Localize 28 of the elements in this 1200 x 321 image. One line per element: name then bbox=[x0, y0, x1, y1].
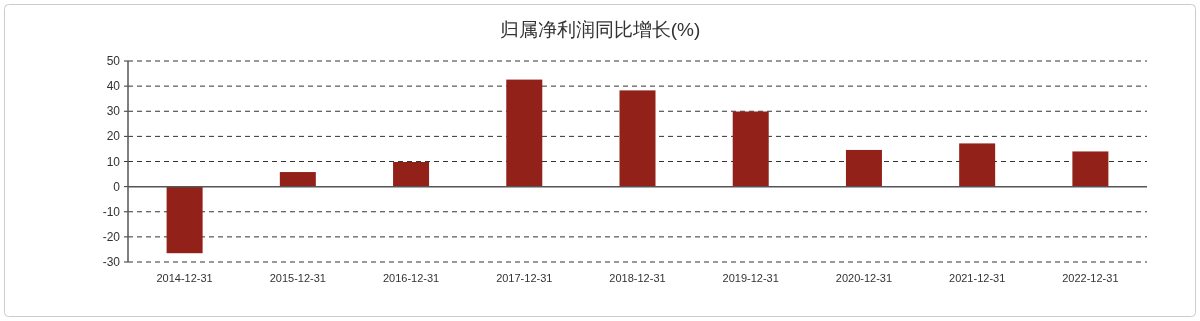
bar bbox=[393, 162, 430, 187]
x-tick-label: 2018-12-31 bbox=[609, 272, 666, 284]
bar bbox=[845, 149, 882, 187]
x-tick-label: 2016-12-31 bbox=[382, 272, 440, 284]
bar bbox=[279, 172, 316, 187]
bar bbox=[959, 143, 996, 187]
x-tick-label: 2015-12-31 bbox=[269, 272, 326, 284]
bar bbox=[506, 79, 543, 187]
y-tick-label: 20 bbox=[106, 129, 121, 144]
y-tick-label: 30 bbox=[106, 104, 121, 119]
x-tick-label: 2014-12-31 bbox=[156, 272, 213, 284]
y-tick-label: -20 bbox=[102, 229, 121, 244]
y-tick-label: 10 bbox=[106, 154, 121, 169]
bar bbox=[619, 90, 656, 187]
y-tick-label: -10 bbox=[102, 204, 121, 219]
chart-title: 归属净利润同比增长(%) bbox=[499, 19, 701, 40]
bar bbox=[732, 111, 769, 187]
x-tick-label: 2020-12-31 bbox=[835, 272, 893, 284]
y-tick-label: 40 bbox=[106, 79, 121, 94]
x-tick-label: 2021-12-31 bbox=[949, 272, 1006, 284]
y-tick-label: 50 bbox=[106, 54, 121, 68]
x-tick-label: 2019-12-31 bbox=[722, 272, 779, 284]
bar bbox=[166, 186, 203, 254]
bar bbox=[1072, 151, 1109, 187]
x-tick-label: 2022-12-31 bbox=[1062, 272, 1119, 284]
x-tick-label: 2017-12-31 bbox=[496, 272, 553, 284]
y-tick-label: -30 bbox=[102, 255, 121, 269]
y-tick-label: 0 bbox=[113, 179, 121, 194]
